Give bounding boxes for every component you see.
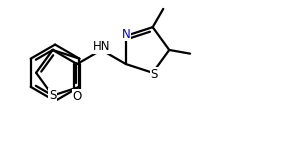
Text: S: S	[49, 89, 56, 102]
Text: S: S	[150, 68, 158, 81]
Text: N: N	[122, 28, 130, 41]
Text: HN: HN	[93, 40, 110, 53]
Text: O: O	[72, 90, 82, 103]
